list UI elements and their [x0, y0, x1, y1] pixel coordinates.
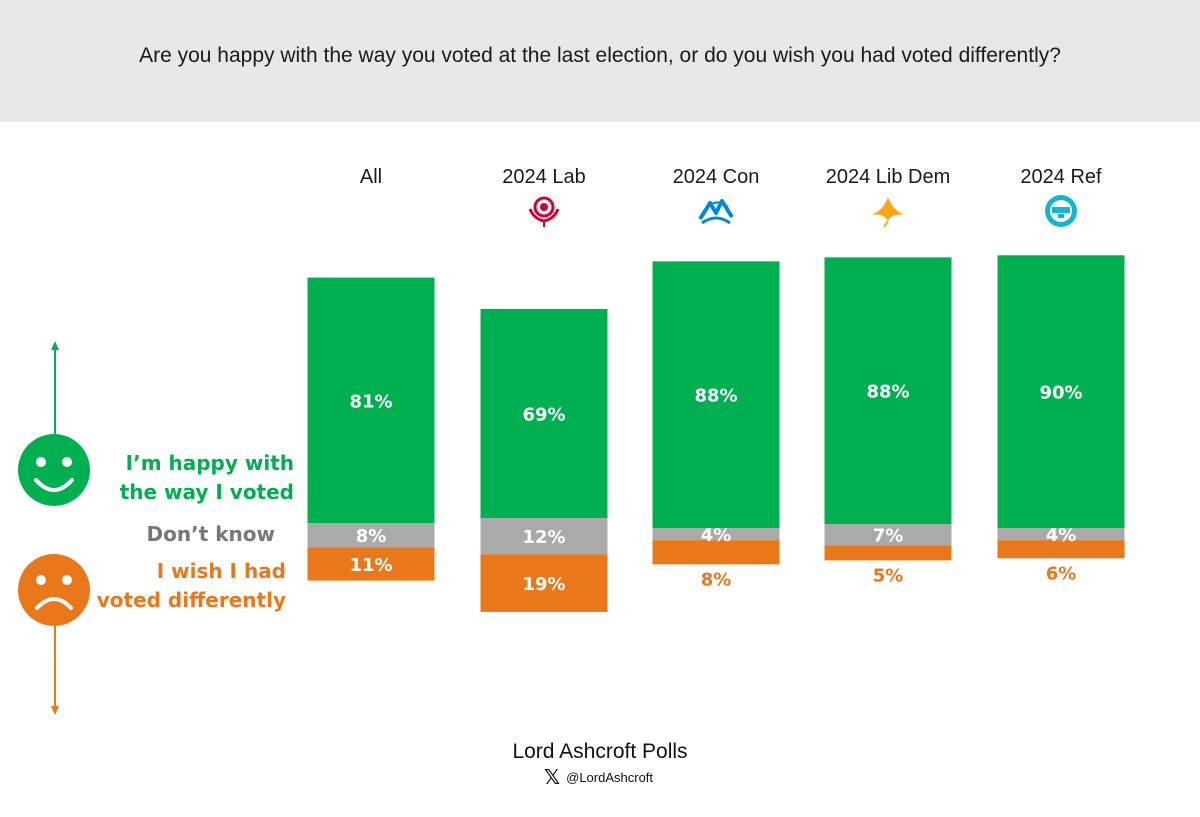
- question-header: Are you happy with the way you voted at …: [0, 0, 1200, 122]
- bar-dont-know: [997, 528, 1125, 541]
- bar-happy: [480, 308, 608, 518]
- bar-dont-know: [307, 523, 435, 548]
- bar-wish: [652, 540, 780, 565]
- arrow-down-icon: [51, 626, 59, 715]
- x-logo-icon: 𝕏: [544, 765, 561, 789]
- reform-uk-icon: [1045, 195, 1077, 227]
- bar-dont-know: [480, 518, 608, 555]
- bar-wish: [997, 540, 1125, 559]
- data-label: 12%: [522, 527, 565, 548]
- legend-happy-line1: I’m happy with: [125, 451, 294, 475]
- bar-dont-know: [652, 528, 780, 541]
- arrow-up-icon: [51, 341, 59, 436]
- labour-rose-icon: [528, 196, 560, 227]
- category-label: All: [360, 166, 382, 188]
- category-label: 2024 Lib Dem: [826, 166, 951, 188]
- sad-face-icon: [18, 554, 90, 626]
- conservative-tree-icon: [698, 199, 734, 225]
- data-label: 5%: [873, 565, 904, 586]
- legend-happy: I’m happy with the way I voted: [54, 449, 294, 507]
- category-label: 2024 Lab: [502, 166, 585, 188]
- twitter-handle[interactable]: @LordAshcroft: [566, 769, 654, 785]
- data-label: 8%: [701, 569, 732, 590]
- bar-happy: [997, 255, 1125, 529]
- bar-wish: [824, 545, 952, 561]
- data-label: 6%: [1046, 563, 1077, 584]
- data-label: 81%: [349, 391, 392, 412]
- data-label: 69%: [522, 404, 565, 425]
- legend-dont-know: Don’t know: [75, 520, 275, 549]
- legend-wish-line2: voted differently: [96, 588, 286, 612]
- legend-dont-know-label: Don’t know: [146, 522, 275, 546]
- chart-question: Are you happy with the way you voted at …: [139, 44, 1061, 67]
- data-label: 7%: [873, 526, 904, 547]
- legend-happy-line2: the way I voted: [119, 480, 294, 504]
- legend-wish: I wish I had voted differently: [46, 557, 286, 615]
- legend-wish-line1: I wish I had: [156, 559, 286, 583]
- data-label: 88%: [866, 382, 909, 403]
- bar-wish: [480, 554, 608, 612]
- category-label: 2024 Ref: [1020, 166, 1102, 188]
- category-label: 2024 Con: [673, 166, 760, 188]
- footer-handle-row: 𝕏 @LordAshcroft: [544, 766, 653, 788]
- lib-dem-bird-icon: [872, 197, 904, 228]
- data-label: 88%: [694, 386, 737, 407]
- smiley-face-icon: [18, 434, 90, 506]
- bar-happy: [307, 277, 435, 523]
- data-label: 11%: [349, 555, 392, 576]
- data-label: 19%: [522, 574, 565, 595]
- bar-happy: [824, 257, 952, 524]
- data-label: 4%: [1046, 525, 1077, 546]
- bar-dont-know: [824, 524, 952, 546]
- data-label: 8%: [356, 526, 387, 547]
- footer-title: Lord Ashcroft Polls: [512, 740, 688, 763]
- bar-happy: [652, 261, 780, 528]
- data-label: 90%: [1039, 383, 1082, 404]
- data-label: 4%: [701, 525, 732, 546]
- bar-wish: [307, 547, 435, 581]
